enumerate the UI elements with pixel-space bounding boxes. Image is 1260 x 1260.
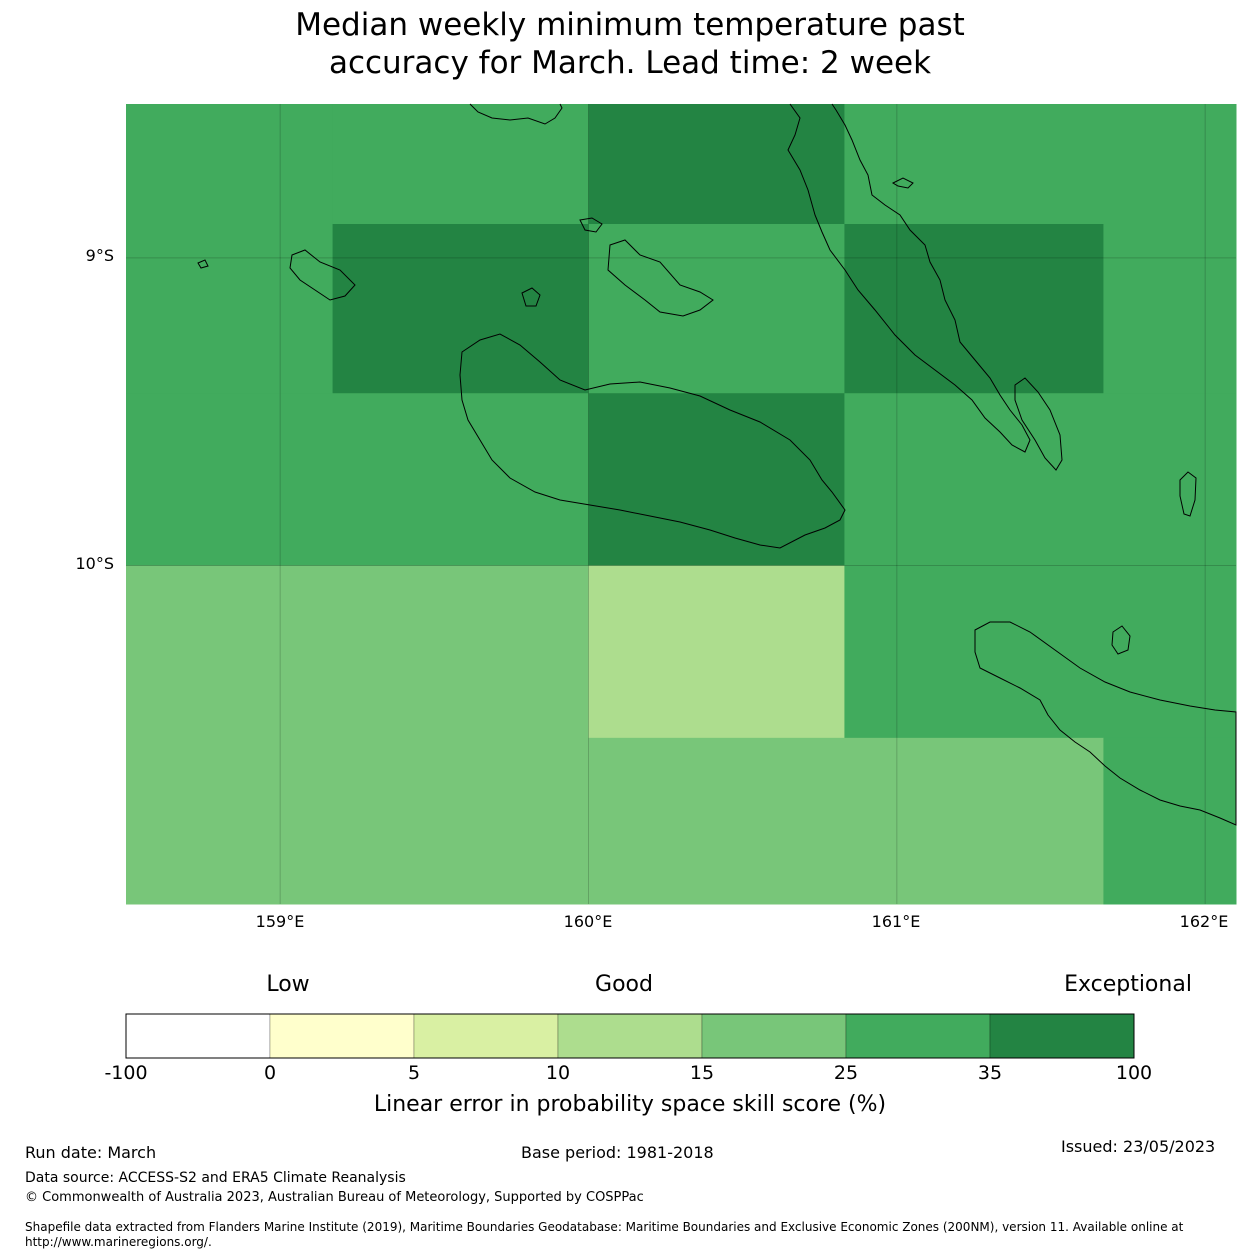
skill-cell <box>844 565 1237 739</box>
issued-date: Issued: 23/05/2023 <box>1061 1137 1216 1156</box>
skill-grid <box>126 104 1237 905</box>
title-line-2: accuracy for March. Lead time: 2 week <box>328 45 932 81</box>
colorbar-tick: 25 <box>833 1062 859 1084</box>
skill-cell <box>844 224 1104 394</box>
skill-cell <box>588 224 845 394</box>
coastline-island <box>607 239 714 317</box>
lon-label-159e: 159°E <box>255 912 305 931</box>
shapefile-credit: Shapefile data extracted from Flanders M… <box>25 1220 1184 1249</box>
coastline-island <box>1111 625 1131 655</box>
lon-label-162e: 162°E <box>1179 912 1229 931</box>
skill-cell <box>332 104 589 225</box>
skill-cell <box>588 104 845 225</box>
coastline-island <box>579 217 603 233</box>
colorbar-title: Linear error in probability space skill … <box>373 1092 887 1117</box>
coastlines <box>197 103 1237 826</box>
colorbar-border <box>125 1013 1135 1059</box>
coastline-island <box>289 249 356 301</box>
colorbar-segment <box>269 1013 415 1059</box>
skill-cell <box>588 565 845 739</box>
colorbar-segment <box>701 1013 847 1059</box>
colorbar-segment <box>125 1013 271 1059</box>
colorbar-tick: 0 <box>263 1062 277 1084</box>
data-source: Data source: ACCESS-S2 and ERA5 Climate … <box>25 1170 406 1186</box>
copyright: © Commonwealth of Australia 2023, Austra… <box>25 1190 644 1205</box>
coastline-island <box>521 287 541 307</box>
coastline-island <box>197 259 209 269</box>
colorbar-tick: 10 <box>545 1062 571 1084</box>
skill-cell <box>588 393 845 567</box>
colorbar-label-good: Good <box>595 972 653 997</box>
coastline-island <box>1179 471 1197 517</box>
lon-label-161e: 161°E <box>871 912 921 931</box>
colorbar-label-exceptional: Exceptional <box>1064 972 1192 997</box>
colorbar-segment <box>989 1013 1135 1059</box>
base-period: Base period: 1981-2018 <box>521 1143 714 1162</box>
coastline-island <box>891 177 914 189</box>
skill-cell <box>844 393 1237 567</box>
skill-cell <box>1103 224 1237 394</box>
coastline-island <box>974 621 1237 826</box>
skill-cell <box>126 224 334 394</box>
colorbar-tick: 5 <box>407 1062 421 1084</box>
lat-label-10s: 10°S <box>75 554 114 573</box>
colorbar-segment <box>845 1013 991 1059</box>
graticule <box>126 104 1236 904</box>
colorbar <box>125 1013 1135 1059</box>
colorbar-tick: 100 <box>1115 1062 1153 1084</box>
skill-cell <box>844 104 1237 225</box>
coastline-island <box>459 333 846 549</box>
coastline-island <box>469 103 563 125</box>
skill-cell <box>126 393 589 567</box>
skill-cell <box>126 565 589 905</box>
colorbar-segment <box>557 1013 703 1059</box>
lon-label-160e: 160°E <box>563 912 613 931</box>
colorbar-tick: 35 <box>977 1062 1003 1084</box>
colorbar-tick: 15 <box>689 1062 715 1084</box>
run-date: Run date: March <box>25 1143 157 1162</box>
coastline-island <box>1014 377 1063 471</box>
map-title: Median weekly minimum temperature past a… <box>0 6 1260 82</box>
skill-cell <box>1103 737 1237 905</box>
skill-cell <box>126 104 334 225</box>
title-line-1: Median weekly minimum temperature past <box>295 7 965 43</box>
coastline-island <box>787 103 1031 453</box>
colorbar-segment <box>413 1013 559 1059</box>
colorbar-tick: -100 <box>104 1062 148 1084</box>
skill-cell <box>588 737 1104 905</box>
lat-label-9s: 9°S <box>85 246 114 265</box>
colorbar-label-low: Low <box>266 972 310 997</box>
